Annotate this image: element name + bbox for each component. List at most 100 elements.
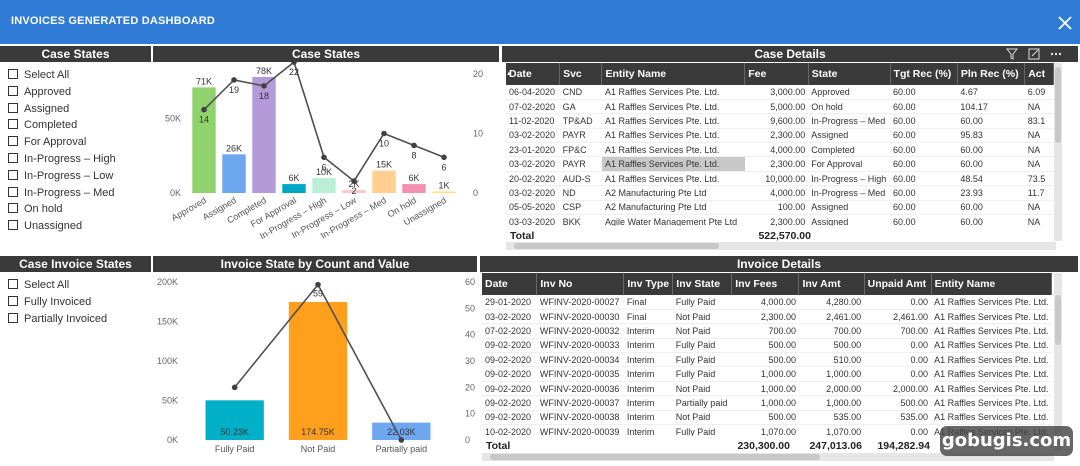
line-point[interactable] (231, 77, 237, 83)
checkbox-icon[interactable] (8, 220, 18, 231)
checkbox-icon[interactable] (8, 279, 18, 289)
case-state-option[interactable]: In-Progress – Low (8, 169, 113, 183)
column-header[interactable]: Inv Amt (798, 273, 865, 295)
table-row[interactable]: 09-02-2020 WFINV-2020-00038 Interim Not Pai… (482, 410, 1052, 426)
checkbox-icon[interactable] (8, 153, 18, 163)
case-state-option[interactable]: In-Progress – Med (8, 186, 114, 200)
line-point[interactable] (321, 154, 327, 161)
case-details-hscrollbar[interactable] (506, 242, 1056, 250)
bar[interactable] (288, 301, 348, 440)
column-header[interactable]: Fee (744, 63, 809, 85)
table-row[interactable]: 29-01-2020 WFINV-2020-00027 Final Fully Pai… (482, 295, 1052, 310)
line-point[interactable] (441, 154, 447, 161)
line-point[interactable] (315, 281, 321, 288)
invoice-state-option[interactable]: Fully Invoiced (8, 295, 91, 309)
bar[interactable] (252, 76, 276, 193)
invoice-state-option[interactable]: Partially Invoiced (8, 312, 107, 326)
table-row[interactable]: 11-02-2020 TP&AD A1 Raffles Services Pte. … (506, 113, 1054, 129)
checkbox-icon[interactable] (8, 295, 18, 306)
case-state-option[interactable]: Select All (8, 68, 69, 82)
checkbox-icon[interactable] (8, 102, 18, 113)
table-row[interactable]: 03-03-2020 BKK Agile Water Management Pte … (506, 214, 1054, 226)
checkbox-icon[interactable] (8, 186, 18, 197)
column-header[interactable]: Entity Name ▲ (506, 63, 746, 85)
case-state-option[interactable]: Completed (8, 118, 77, 132)
bar[interactable] (402, 184, 426, 193)
table-row[interactable]: 03-02-2020 WFINV-2020-00030 Final Not Paid 2… (482, 309, 1052, 325)
table-row[interactable]: 07-02-2020 WFINV-2020-00032 Interim Not Pai… (482, 323, 1052, 339)
invoice-details-vscrollbar[interactable] (1054, 273, 1062, 451)
line-point[interactable] (411, 142, 417, 149)
invoice-details-table-viewport[interactable]: Date Inv No Inv Type Inv State Inv Fees Inv A… (482, 273, 1052, 436)
focus-mode-icon[interactable] (1028, 48, 1040, 60)
checkbox-icon[interactable] (8, 312, 18, 323)
filter-icon[interactable] (1005, 48, 1019, 60)
invoice-details-hscrollbar[interactable] (482, 453, 1054, 461)
table-row[interactable]: 20-02-2020 AUD-S A1 Raffles Services Pte. … (506, 171, 1054, 187)
bar[interactable] (222, 154, 246, 193)
bar[interactable] (372, 422, 431, 440)
line-point[interactable] (398, 437, 405, 443)
line-point[interactable] (381, 130, 387, 137)
case-state-option[interactable]: Approved (8, 85, 71, 99)
table-row[interactable]: 06-04-2020 CND A1 Raffles Services Pte. Lt… (506, 85, 1054, 100)
case-state-option[interactable]: Assigned (8, 102, 69, 116)
line-point[interactable] (231, 384, 238, 391)
table-row[interactable]: 03-02-2020 PAYR A1 Raffles Services Pte. L… (506, 156, 1054, 172)
line-point[interactable] (291, 62, 297, 65)
case-state-option[interactable]: On hold (8, 202, 63, 216)
table-row[interactable]: 07-02-2020 GA A1 Raffles Services Pte. Ltd… (506, 99, 1054, 115)
table-row[interactable]: 05-05-2020 CSP A2 Manufacturing Pte Ltd 100… (506, 200, 1054, 216)
column-header[interactable]: Pln Rec (%) (957, 63, 1026, 85)
column-header[interactable]: Act (1024, 63, 1054, 85)
case-state-option[interactable]: Unassigned (8, 219, 82, 233)
column-header[interactable]: Inv Type (623, 273, 674, 295)
case-details-vscrollbar[interactable] (1054, 63, 1062, 241)
table-cell: 0.00 (864, 295, 932, 310)
case-state-option-label: In-Progress – Low (24, 169, 114, 182)
close-icon[interactable] (1057, 15, 1073, 31)
checkbox-icon[interactable] (8, 119, 18, 130)
bar[interactable] (432, 191, 456, 193)
table-row[interactable]: 09-02-2020 WFINV-2020-00033 Interim Fully P… (482, 338, 1052, 354)
table-row[interactable]: 03-02-2020 ND A2 Manufacturing Pte Ltd 4,00… (506, 185, 1054, 201)
table-row[interactable]: 09-02-2020 WFINV-2020-00036 Interim Not Pai… (482, 381, 1052, 397)
table-row[interactable]: 09-02-2020 WFINV-2020-00037 Interim Partial… (482, 395, 1052, 411)
case-details-table-viewport[interactable]: Date Svc Entity Name ▲ Fee State Tgt Rec (%) Pl… (506, 63, 1054, 226)
line-point[interactable] (201, 106, 207, 113)
column-header[interactable]: Tgt Rec (%) (890, 63, 958, 85)
checkbox-icon[interactable] (8, 203, 18, 214)
checkbox-icon[interactable] (8, 69, 18, 79)
case-state-option[interactable]: In-Progress – High (8, 152, 116, 166)
column-header[interactable]: Date (506, 63, 561, 85)
bar[interactable] (372, 170, 396, 193)
column-header[interactable]: Inv Fees (731, 273, 800, 295)
column-header[interactable]: Inv State (672, 273, 733, 295)
invoice-state-option[interactable]: Select All (8, 278, 69, 292)
bar[interactable] (192, 87, 216, 193)
line-point[interactable] (351, 178, 357, 184)
column-header[interactable]: State (808, 63, 891, 85)
bar[interactable] (342, 190, 366, 193)
table-row[interactable]: 09-02-2020 WFINV-2020-00034 Interim Fully P… (482, 352, 1052, 368)
bar[interactable] (312, 178, 336, 193)
more-options-icon[interactable] (1050, 52, 1062, 56)
bar[interactable] (205, 400, 264, 440)
column-header[interactable]: Inv No (536, 273, 625, 295)
checkbox-icon[interactable] (8, 136, 18, 147)
column-header[interactable]: Unpaid Amt (864, 273, 932, 295)
case-state-option-label: Completed (24, 119, 78, 132)
checkbox-icon[interactable] (8, 169, 18, 180)
checkbox-icon[interactable] (8, 85, 18, 96)
bar[interactable] (282, 184, 306, 193)
line-point[interactable] (261, 83, 267, 89)
column-header[interactable]: Date (482, 273, 538, 295)
table-row[interactable]: 09-02-2020 WFINV-2020-00035 Interim Fully P… (482, 366, 1052, 382)
table-cell: 60.00 (890, 200, 958, 216)
column-header[interactable]: Svc (559, 63, 603, 85)
case-state-option[interactable]: For Approval (8, 135, 86, 149)
table-row[interactable]: 23-01-2020 FP&C A1 Raffles Services Pte. L… (506, 142, 1054, 158)
column-header[interactable]: Entity Name (931, 273, 1052, 295)
table-row[interactable]: 03-02-2020 PAYR A1 Raffles Services Pte. L… (506, 128, 1054, 144)
table-cell: 500.00 (731, 338, 799, 354)
